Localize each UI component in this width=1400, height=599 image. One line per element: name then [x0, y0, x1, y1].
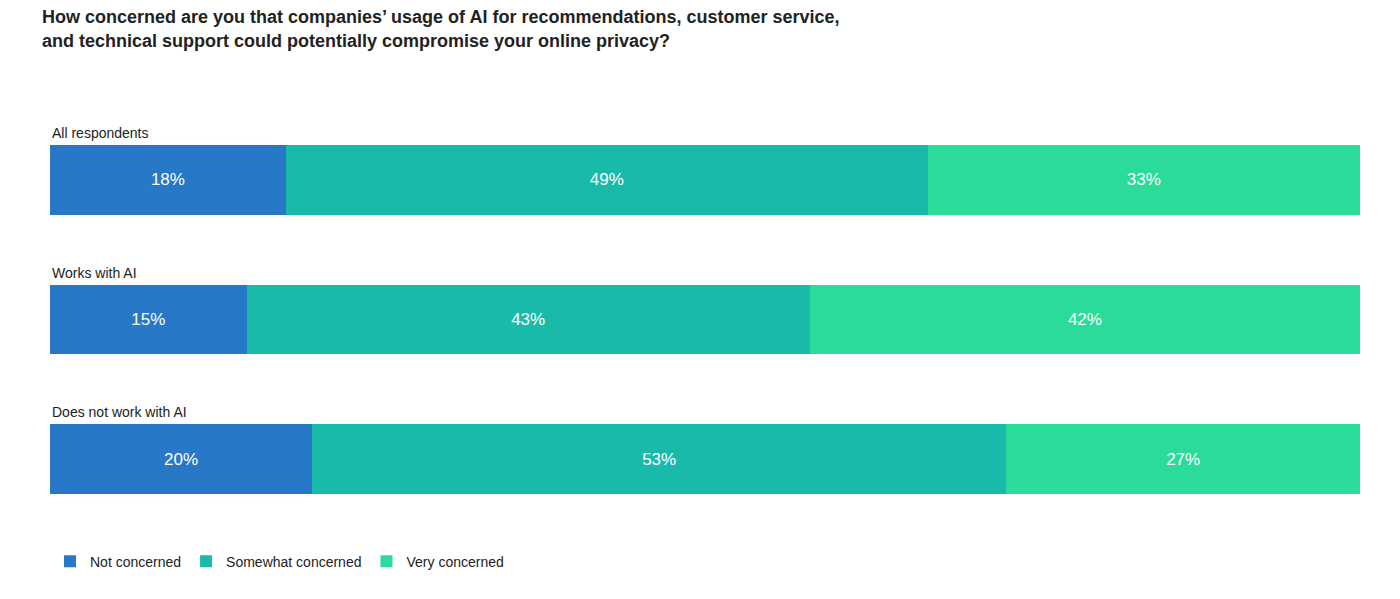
svg-text:Does not work with AI: Does not work with AI: [52, 404, 187, 420]
svg-text:33%: 33%: [1127, 170, 1161, 189]
svg-text:Very concerned: Very concerned: [406, 554, 503, 570]
svg-text:43%: 43%: [511, 310, 545, 329]
svg-text:27%: 27%: [1166, 450, 1200, 469]
svg-text:18%: 18%: [151, 170, 185, 189]
svg-text:All respondents: All respondents: [52, 125, 149, 141]
svg-text:49%: 49%: [590, 170, 624, 189]
svg-text:53%: 53%: [642, 450, 676, 469]
svg-text:Somewhat concerned: Somewhat concerned: [226, 554, 361, 570]
svg-text:How concerned are you that com: How concerned are you that companies’ us…: [42, 7, 840, 50]
svg-text:Not concerned: Not concerned: [90, 554, 181, 570]
svg-text:15%: 15%: [131, 310, 165, 329]
svg-text:Works with AI: Works with AI: [52, 265, 137, 281]
svg-text:20%: 20%: [164, 450, 198, 469]
svg-text:42%: 42%: [1068, 310, 1102, 329]
